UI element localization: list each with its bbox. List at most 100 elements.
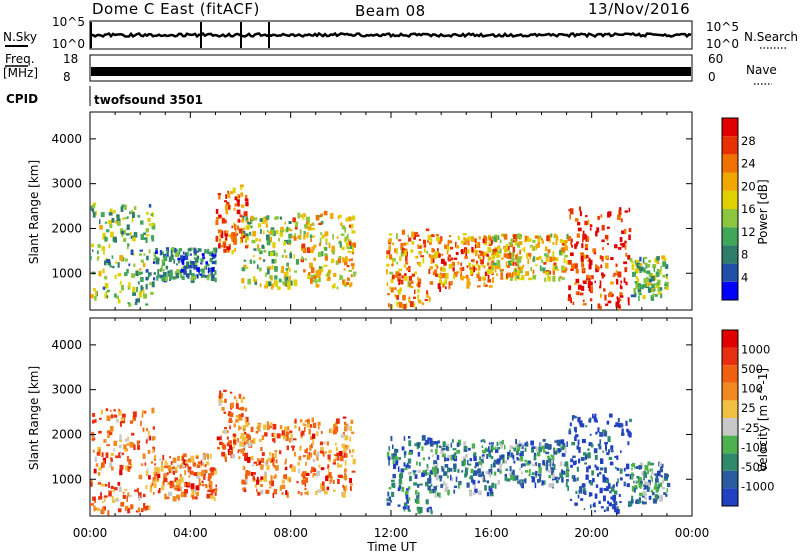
echo-cell [515, 254, 518, 260]
echo-cell [142, 427, 145, 432]
echo-cell [500, 268, 504, 272]
echo-cell [406, 497, 409, 504]
echo-cell [205, 484, 208, 487]
echo-cell [324, 253, 328, 256]
echo-cell [606, 486, 609, 492]
echo-cell [391, 491, 395, 497]
echo-cell [509, 252, 514, 257]
echo-cell [426, 250, 429, 254]
echo-cell [451, 261, 456, 267]
station-title: Dome C East (fitACF) [92, 0, 260, 18]
echo-cell [297, 235, 301, 239]
echo-cell [538, 446, 543, 453]
echo-cell [578, 420, 583, 425]
echo-cell [311, 246, 315, 251]
echo-cell [270, 480, 275, 487]
echo-cell [321, 251, 324, 257]
echo-cell [482, 439, 485, 442]
echo-cell [214, 468, 217, 475]
echo-cell [520, 463, 523, 468]
echo-cell [625, 420, 628, 426]
echo-cell [169, 456, 171, 459]
echo-cell [425, 499, 429, 505]
echo-cell [606, 506, 609, 512]
echo-cell [481, 445, 484, 448]
echo-cell [201, 483, 205, 487]
echo-cell [546, 459, 549, 466]
echo-cell [604, 234, 609, 240]
echo-cell [226, 248, 230, 253]
echo-cell [430, 238, 433, 243]
echo-cell [332, 233, 334, 240]
echo-cell [601, 256, 604, 262]
echo-cell [414, 289, 416, 294]
echo-cell [323, 441, 326, 445]
echo-cell [162, 480, 165, 486]
echo-cell [571, 476, 574, 479]
echo-cell [235, 419, 239, 423]
echo-cell [584, 490, 587, 495]
freq-trace [91, 67, 691, 76]
echo-cell [500, 277, 504, 280]
echo-cell [665, 493, 668, 497]
echo-cell [198, 267, 200, 273]
echo-cell [259, 250, 263, 255]
echo-cell [489, 455, 493, 458]
echo-cell [663, 492, 667, 495]
echo-cell [484, 238, 488, 244]
echo-cell [350, 258, 353, 261]
echo-cell [413, 234, 416, 240]
echo-cell [326, 278, 331, 281]
echo-cell [244, 198, 249, 202]
echo-cell [133, 444, 136, 451]
echo-cell [110, 414, 114, 419]
echo-cell [410, 249, 414, 253]
echo-cell [587, 219, 590, 225]
echo-cell [569, 422, 572, 427]
echo-cell [599, 280, 602, 287]
echo-cell [566, 259, 570, 265]
echo-cell [201, 469, 205, 473]
echo-cell [224, 200, 227, 203]
echo-cell [635, 283, 639, 290]
echo-cell [170, 250, 173, 257]
echo-cell [143, 293, 147, 299]
echo-cell [528, 253, 531, 256]
echo-cell [107, 289, 110, 292]
echo-cell [491, 277, 494, 283]
echo-cell [600, 506, 604, 509]
echo-cell [417, 492, 420, 499]
echo-cell [554, 476, 558, 479]
echo-cell [263, 230, 265, 235]
echo-cell [128, 282, 131, 288]
echo-cell [351, 470, 356, 473]
echo-cell [483, 236, 486, 241]
echo-cell [541, 240, 545, 244]
echo-cell [242, 436, 246, 440]
echo-cell [400, 468, 405, 473]
echo-cell [232, 187, 236, 194]
echo-cell [457, 439, 462, 446]
echo-cell [414, 256, 417, 259]
echo-cell [156, 276, 159, 281]
echo-cell [392, 460, 395, 465]
echo-cell [601, 272, 604, 276]
echo-cell [113, 237, 117, 243]
echo-cell [471, 268, 475, 273]
echo-cell [398, 239, 402, 242]
echo-cell [399, 256, 402, 262]
echo-cell [453, 274, 456, 280]
echo-cell [318, 271, 322, 276]
echo-cell [428, 296, 431, 302]
echo-cell [638, 477, 643, 482]
echo-cell [312, 235, 316, 238]
echo-cell [552, 463, 555, 467]
echo-cell [294, 233, 296, 238]
echo-cell [116, 295, 119, 299]
echo-cell [597, 215, 600, 220]
echo-cell [306, 419, 310, 422]
echo-cell [258, 460, 261, 466]
echo-cell [591, 470, 594, 476]
echo-cell [328, 242, 331, 249]
echo-cell [353, 272, 356, 277]
